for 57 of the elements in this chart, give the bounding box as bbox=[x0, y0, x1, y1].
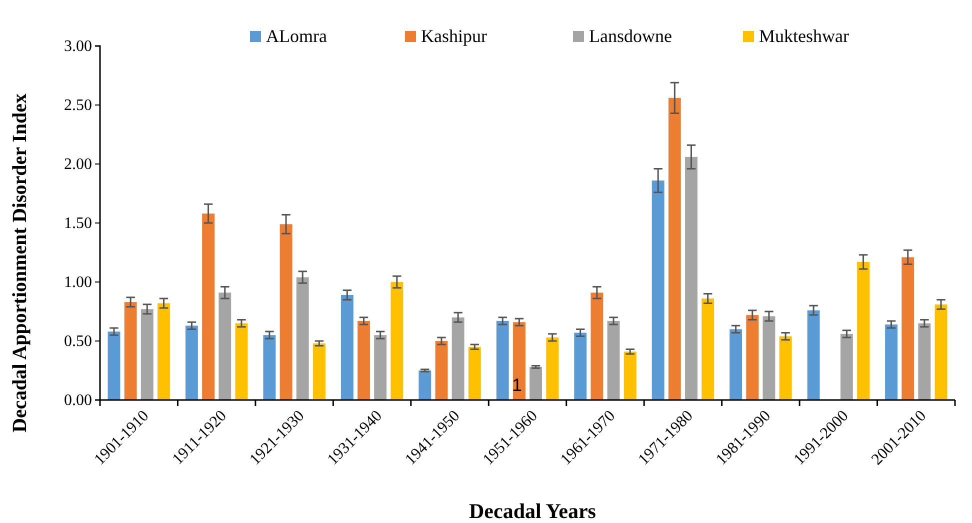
bar bbox=[496, 320, 509, 400]
bar bbox=[840, 334, 853, 400]
bar bbox=[730, 329, 742, 400]
y-tick-label: 2.00 bbox=[64, 156, 92, 174]
bar bbox=[280, 224, 292, 400]
bar bbox=[702, 298, 714, 400]
y-axis-title: Decadal Apportionment Disorder Index bbox=[9, 93, 31, 433]
x-axis-title: Decadal Years bbox=[469, 499, 596, 523]
bar bbox=[124, 302, 137, 400]
y-tick-label: 1.00 bbox=[64, 274, 92, 292]
bar bbox=[186, 326, 198, 400]
legend-label: Mukteshwar bbox=[759, 26, 849, 46]
bar bbox=[652, 180, 664, 400]
bar bbox=[779, 336, 792, 400]
bar bbox=[590, 292, 604, 400]
bar bbox=[340, 294, 354, 400]
bar bbox=[452, 317, 464, 400]
bar bbox=[934, 304, 948, 400]
bar bbox=[263, 335, 276, 400]
bar bbox=[546, 337, 559, 400]
legend-label: ALomra bbox=[266, 26, 327, 46]
bar bbox=[512, 322, 526, 400]
bar bbox=[902, 257, 914, 400]
legend-label: Lansdowne bbox=[589, 26, 672, 46]
bar bbox=[624, 352, 636, 400]
legend-label: Kashipur bbox=[421, 26, 487, 46]
bar bbox=[607, 320, 620, 400]
bar bbox=[390, 282, 404, 400]
bar bbox=[418, 370, 432, 400]
y-tick-label: 2.50 bbox=[64, 97, 92, 114]
bar bbox=[435, 341, 448, 400]
bar bbox=[108, 332, 120, 400]
bar bbox=[218, 292, 232, 400]
y-tick-label: 0.50 bbox=[64, 333, 92, 350]
bar bbox=[358, 320, 370, 400]
bar bbox=[468, 346, 481, 400]
bar bbox=[574, 332, 587, 400]
bar bbox=[202, 214, 215, 400]
bar bbox=[235, 323, 248, 400]
bar bbox=[762, 316, 776, 400]
bar bbox=[312, 343, 326, 400]
bar bbox=[374, 335, 387, 400]
bar bbox=[807, 310, 820, 400]
bar bbox=[668, 98, 681, 400]
bar bbox=[885, 324, 898, 400]
y-tick-label: 0.00 bbox=[64, 392, 92, 410]
bar bbox=[918, 323, 931, 400]
y-tick-label: 3.00 bbox=[64, 38, 92, 56]
y-tick-label: 1.50 bbox=[64, 215, 92, 232]
bar bbox=[530, 366, 542, 400]
bar bbox=[140, 309, 154, 400]
bar bbox=[158, 303, 170, 400]
bar bbox=[685, 156, 698, 400]
bar bbox=[857, 262, 870, 400]
bar bbox=[746, 315, 759, 400]
annotation: 1 bbox=[512, 375, 522, 395]
bar bbox=[296, 277, 309, 400]
